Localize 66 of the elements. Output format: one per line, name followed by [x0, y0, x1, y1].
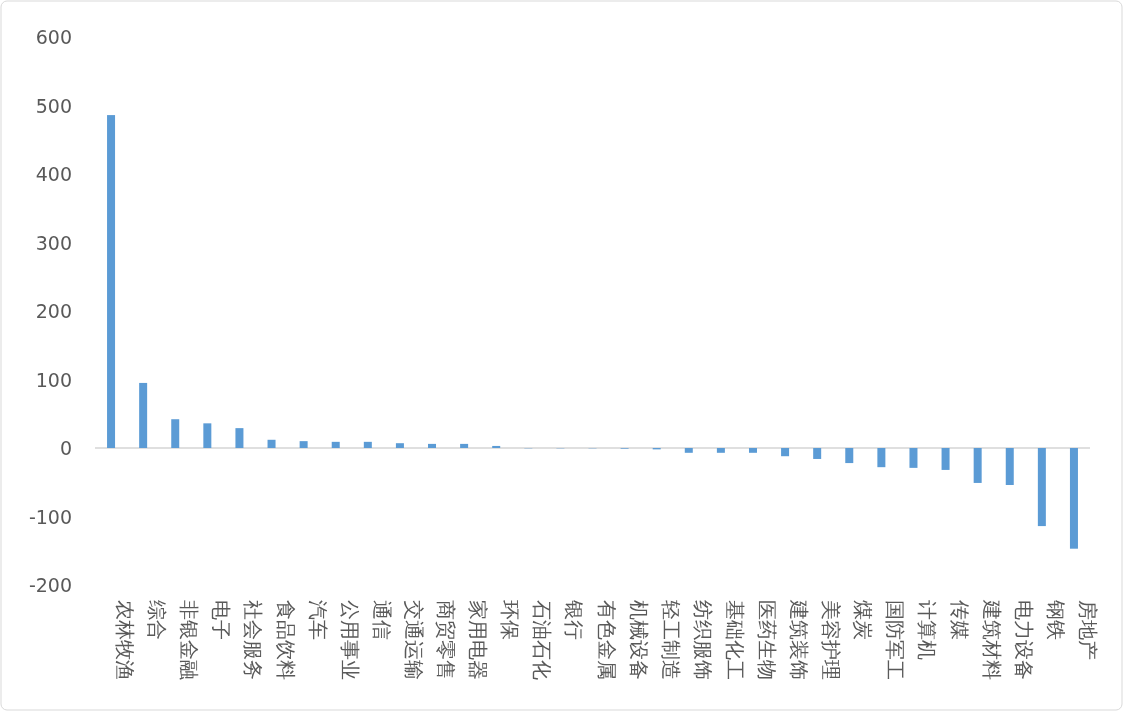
bar [781, 448, 790, 457]
bar [395, 443, 404, 448]
x-tick-label: 交通运输 [401, 600, 426, 680]
x-tick-label: 汽车 [305, 600, 330, 640]
x-tick-label: 房地产 [1075, 600, 1100, 660]
x-tick-label: 商贸零售 [434, 600, 459, 680]
bar [748, 448, 757, 453]
x-tick-label: 食品饮料 [273, 600, 298, 680]
x-tick-label: 钢铁 [1043, 599, 1068, 640]
bar [139, 382, 148, 448]
x-tick-label: 国防军工 [883, 600, 908, 680]
x-tick-label: 非银金融 [177, 600, 202, 680]
y-tick-label: 500 [35, 94, 72, 117]
bar [973, 448, 982, 483]
bar [235, 428, 244, 448]
x-tick-label: 石油石化 [530, 600, 555, 680]
y-tick-label: 400 [35, 163, 72, 185]
bar [331, 441, 340, 448]
x-tick-label: 传媒 [947, 600, 972, 640]
x-tick-label: 有色金属 [594, 600, 619, 680]
bar [909, 448, 918, 468]
bar [267, 439, 276, 448]
bar [813, 448, 822, 459]
x-tick-label: 医药生物 [754, 600, 779, 680]
x-tick-label: 电子 [209, 600, 234, 640]
bar [877, 448, 886, 468]
bar [716, 448, 725, 453]
bar [941, 448, 950, 470]
bar [1069, 448, 1078, 549]
x-tick-label: 纺织服饰 [690, 600, 715, 680]
y-tick-label: -200 [28, 574, 72, 596]
y-tick-label: -100 [28, 505, 72, 528]
x-tick-label: 建筑材料 [979, 599, 1004, 680]
bar [428, 443, 437, 448]
bar [845, 448, 854, 464]
y-tick-label: 100 [35, 368, 72, 391]
x-tick-label: 计算机 [915, 600, 940, 660]
x-tick-label: 综合 [145, 600, 170, 640]
y-tick-label: 0 [59, 437, 72, 459]
x-tick-label: 家用电器 [466, 600, 491, 680]
x-tick-label: 环保 [498, 600, 523, 640]
bar [492, 445, 501, 448]
x-tick-label: 煤炭 [851, 600, 876, 640]
bar [171, 419, 180, 448]
bar [684, 448, 693, 453]
bar [299, 441, 308, 448]
bar [1037, 448, 1046, 527]
x-tick-label: 轻工制造 [658, 600, 683, 680]
x-tick-label: 建筑装饰 [787, 599, 812, 680]
y-tick-label: 600 [35, 26, 72, 48]
bar [203, 423, 212, 448]
x-tick-label: 公用事业 [337, 600, 362, 680]
y-tick-label: 300 [35, 231, 72, 254]
x-tick-label: 机械设备 [626, 600, 651, 680]
bar [363, 441, 372, 448]
bar [1005, 448, 1014, 485]
x-tick-label: 农林牧渔 [113, 600, 138, 680]
x-tick-label: 银行 [562, 599, 587, 640]
bar [460, 443, 469, 448]
x-tick-label: 通信 [369, 600, 394, 640]
bar [107, 115, 116, 448]
x-tick-label: 美容护理 [819, 600, 844, 680]
y-tick-label: 200 [35, 300, 72, 322]
x-tick-label: 基础化工 [722, 600, 747, 680]
x-tick-label: 电力设备 [1011, 600, 1036, 680]
x-tick-label: 社会服务 [241, 600, 266, 680]
